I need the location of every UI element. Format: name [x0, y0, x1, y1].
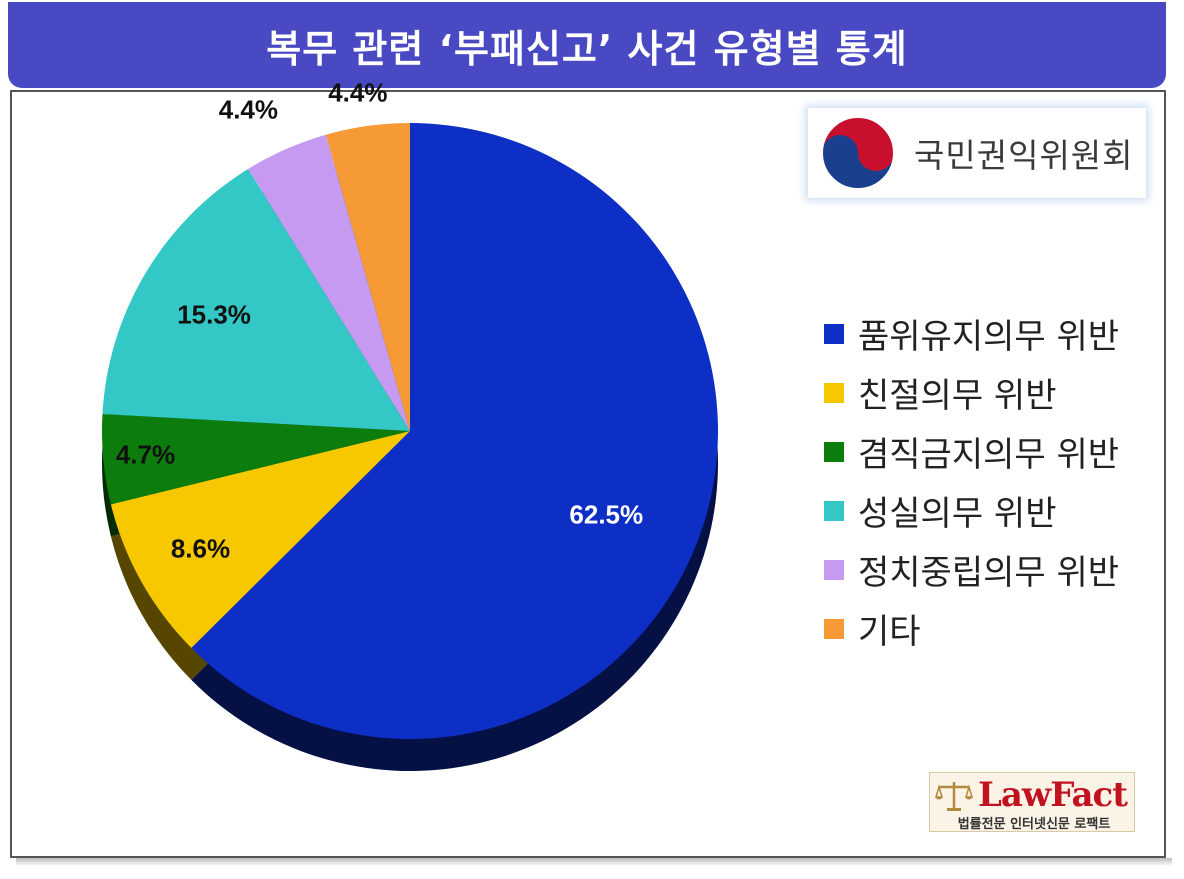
legend-item: 겸직금지의무 위반: [824, 422, 1154, 481]
title-bar: 복무 관련 ‘부패신고’ 사건 유형별 통계: [8, 2, 1166, 88]
logo-org-name: 국민권익위원회: [914, 136, 1134, 175]
pie-data-labels: 62.5% 8.6% 4.7% 15.3% 4.4% 4.4%: [116, 77, 643, 563]
legend-label: 성실의무 위반: [858, 494, 1057, 534]
legend-item: 품위유지의무 위반: [824, 304, 1154, 363]
chart-title: 복무 관련 ‘부패신고’ 사건 유형별 통계: [266, 26, 908, 71]
legend-label: 품위유지의무 위반: [858, 317, 1120, 357]
taegeuk-emblem-icon: [821, 116, 895, 190]
lawfact-name: LawFact: [978, 775, 1128, 815]
legend-swatch: [824, 441, 844, 462]
acrc-logo: 국민권익위원회: [808, 108, 1146, 198]
pie-data-label: 4.4%: [328, 77, 387, 107]
legend-label: 기타: [858, 612, 921, 652]
legend-item: 친절의무 위반: [824, 363, 1154, 422]
pie-data-label: 4.4%: [219, 95, 278, 125]
legend-swatch: [824, 500, 844, 521]
panel-shadow: [16, 858, 1172, 866]
pie-slice: [102, 168, 410, 431]
legend-label: 친절의무 위반: [858, 376, 1057, 416]
pie-data-label: 8.6%: [171, 533, 230, 563]
lawfact-tagline: 법률전문 인터넷신문 로팩트: [957, 817, 1111, 832]
pie-slice: [191, 123, 719, 740]
lawfact-watermark: LawFact 법률전문 인터넷신문 로팩트: [929, 772, 1135, 832]
pie-slice: [110, 431, 410, 648]
legend-item: 성실의무 위반: [824, 481, 1154, 540]
legend-item: 정치중립의무 위반: [824, 540, 1154, 599]
scales-of-justice-icon: [934, 782, 974, 811]
legend-swatch: [824, 618, 844, 639]
pie-slice: [248, 134, 410, 431]
pie-data-label: 4.7%: [116, 440, 175, 470]
legend-swatch: [824, 382, 844, 403]
legend: 품위유지의무 위반 친절의무 위반 겸직금지의무 위반 성실의무 위반 정치중립…: [824, 304, 1154, 658]
pie-slice: [102, 414, 410, 505]
legend-label: 정치중립의무 위반: [858, 553, 1120, 593]
legend-swatch: [824, 559, 844, 580]
legend-item: 기타: [824, 599, 1154, 658]
pie-slices: [102, 123, 719, 740]
legend-swatch: [824, 323, 844, 344]
pie-data-label: 62.5%: [569, 499, 643, 529]
pie-data-label: 15.3%: [177, 300, 251, 330]
legend-label: 겸직금지의무 위반: [858, 435, 1120, 475]
pie-slice: [325, 123, 410, 431]
